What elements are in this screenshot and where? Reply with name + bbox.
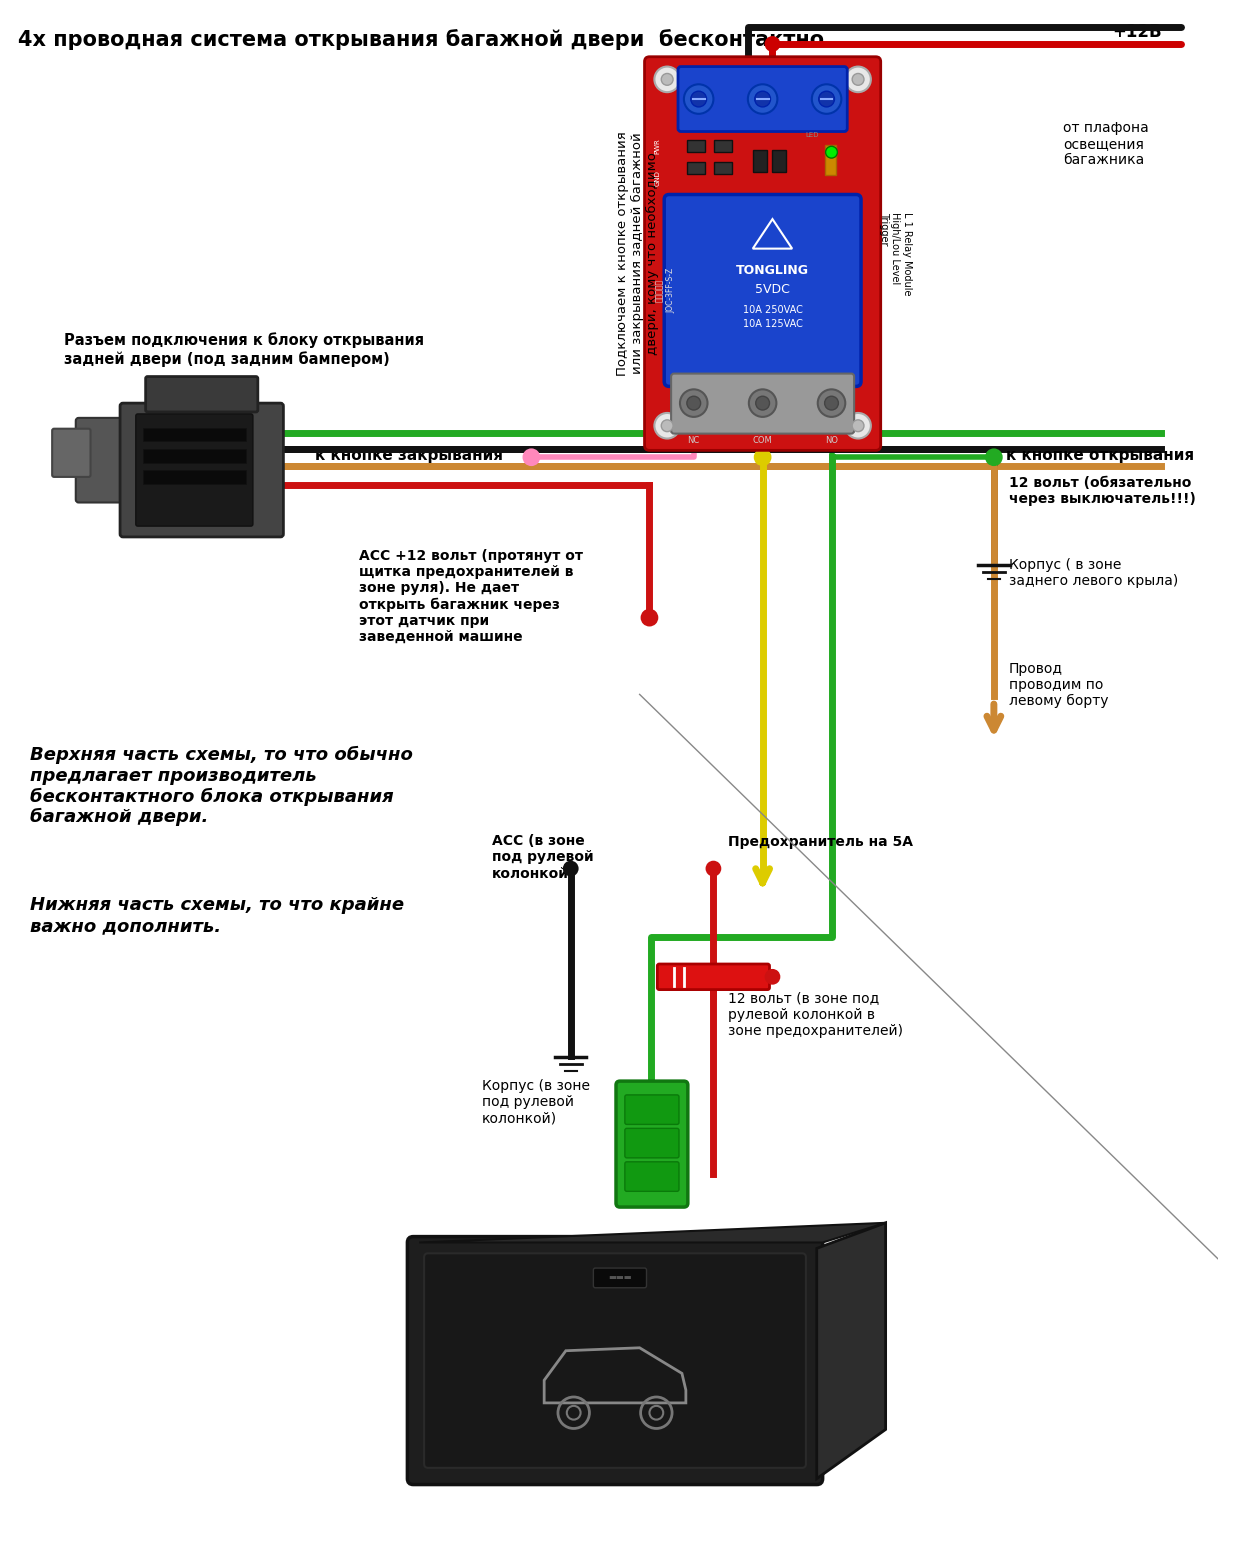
Text: 4х проводная система открывания багажной двери  бесконтактно: 4х проводная система открывания багажной… [17, 30, 823, 50]
FancyBboxPatch shape [671, 373, 854, 434]
FancyBboxPatch shape [657, 964, 770, 989]
FancyBboxPatch shape [617, 1081, 688, 1207]
Circle shape [754, 448, 771, 466]
FancyBboxPatch shape [52, 429, 90, 477]
Circle shape [749, 390, 776, 417]
Text: к кнопке закрывания: к кнопке закрывания [314, 448, 503, 463]
Text: GND: GND [655, 170, 660, 186]
Circle shape [765, 36, 780, 51]
Circle shape [846, 413, 870, 438]
Circle shape [563, 861, 578, 877]
FancyBboxPatch shape [678, 67, 847, 131]
Circle shape [706, 861, 722, 877]
Text: TONGLING: TONGLING [735, 264, 808, 276]
Circle shape [687, 396, 701, 410]
Circle shape [522, 448, 540, 466]
Circle shape [755, 396, 770, 410]
Text: ▬▬▬: ▬▬▬ [608, 1273, 631, 1282]
Text: +12В: +12В [1112, 23, 1161, 41]
FancyBboxPatch shape [593, 1268, 646, 1287]
Circle shape [825, 396, 838, 410]
Circle shape [852, 420, 864, 432]
Bar [714, 162, 732, 173]
FancyBboxPatch shape [625, 1128, 678, 1158]
Text: 12 вольт (обязательно
через выключатель!!!): 12 вольт (обязательно через выключатель!… [1009, 476, 1196, 505]
Text: от плафона
освещения
багажника: от плафона освещения багажника [1062, 120, 1149, 167]
Text: Провод
проводим по
левому борту: Провод проводим по левому борту [1009, 661, 1108, 708]
FancyBboxPatch shape [76, 418, 136, 502]
Polygon shape [817, 1223, 885, 1479]
FancyBboxPatch shape [645, 56, 880, 451]
Bar [687, 162, 704, 173]
Text: COM: COM [753, 435, 773, 445]
Circle shape [680, 390, 708, 417]
Text: Разъем подключения к блоку открывания
задней двери (под задним бампером): Разъем подключения к блоку открывания за… [64, 332, 425, 367]
Circle shape [691, 90, 707, 108]
Circle shape [985, 448, 1003, 466]
FancyBboxPatch shape [425, 1253, 806, 1468]
Circle shape [818, 390, 846, 417]
Bar [142, 470, 246, 484]
Bar [773, 150, 786, 172]
Text: Подключаем к кнопке открывания
или закрывания задней багажной
двери, кому что не: Подключаем к кнопке открывания или закры… [617, 131, 660, 376]
Text: 低电平触发: 低电平触发 [655, 278, 664, 301]
Circle shape [683, 84, 713, 114]
Text: Корпус (в зоне
под рулевой
колонкой): Корпус (в зоне под рулевой колонкой) [482, 1080, 591, 1126]
Circle shape [655, 413, 680, 438]
Text: NO: NO [825, 435, 838, 445]
Text: 10A 125VAC: 10A 125VAC [743, 320, 802, 329]
FancyBboxPatch shape [120, 402, 284, 537]
Circle shape [818, 90, 834, 108]
FancyBboxPatch shape [146, 376, 258, 412]
Text: 12 вольт (в зоне под
рулевой колонкой в
зоне предохранителей): 12 вольт (в зоне под рулевой колонкой в … [728, 992, 904, 1037]
Bar [142, 449, 246, 463]
Circle shape [812, 84, 842, 114]
Text: NC: NC [687, 435, 699, 445]
FancyBboxPatch shape [665, 195, 860, 387]
Circle shape [765, 969, 780, 984]
Bar [753, 150, 766, 172]
Text: АСС +12 вольт (протянут от
щитка предохранителей в
зоне руля). Не дает
открыть б: АСС +12 вольт (протянут от щитка предохр… [359, 549, 583, 644]
Text: Верхняя часть схемы, то что обычно
предлагает производитель
бесконтактного блока: Верхняя часть схемы, то что обычно предл… [30, 746, 412, 827]
Circle shape [846, 67, 870, 92]
Text: 5VDC: 5VDC [755, 284, 790, 296]
Circle shape [655, 67, 680, 92]
Circle shape [640, 608, 659, 627]
Text: PWR: PWR [655, 139, 660, 154]
Text: LED: LED [805, 133, 818, 139]
Circle shape [755, 90, 770, 108]
Bar [825, 145, 837, 175]
FancyBboxPatch shape [407, 1237, 822, 1485]
Text: к кнопке открывания: к кнопке открывания [1005, 448, 1193, 463]
Circle shape [748, 84, 777, 114]
Text: Нижняя часть схемы, то что крайне
важно дополнить.: Нижняя часть схемы, то что крайне важно … [30, 895, 404, 934]
Text: JOC-3FF-S-Z: JOC-3FF-S-Z [666, 267, 676, 312]
Text: L 1 Relay Module
High/Lou Level
Trigger: L 1 Relay Module High/Lou Level Trigger [879, 212, 912, 295]
Bar [142, 427, 246, 441]
Polygon shape [420, 1223, 885, 1242]
Bar [714, 140, 732, 153]
Text: Предохранитель на 5А: Предохранитель на 5А [728, 835, 914, 849]
Bar [687, 140, 704, 153]
Circle shape [661, 420, 673, 432]
Circle shape [661, 73, 673, 86]
Text: Корпус ( в зоне
заднего левого крыла): Корпус ( в зоне заднего левого крыла) [1009, 557, 1177, 588]
FancyBboxPatch shape [625, 1095, 678, 1125]
Text: 10A 250VAC: 10A 250VAC [743, 304, 802, 315]
FancyBboxPatch shape [625, 1162, 678, 1192]
Circle shape [852, 73, 864, 86]
Text: АСС (в зоне
под рулевой
колонкой): АСС (в зоне под рулевой колонкой) [491, 835, 594, 880]
FancyBboxPatch shape [136, 413, 253, 526]
Circle shape [826, 147, 837, 158]
